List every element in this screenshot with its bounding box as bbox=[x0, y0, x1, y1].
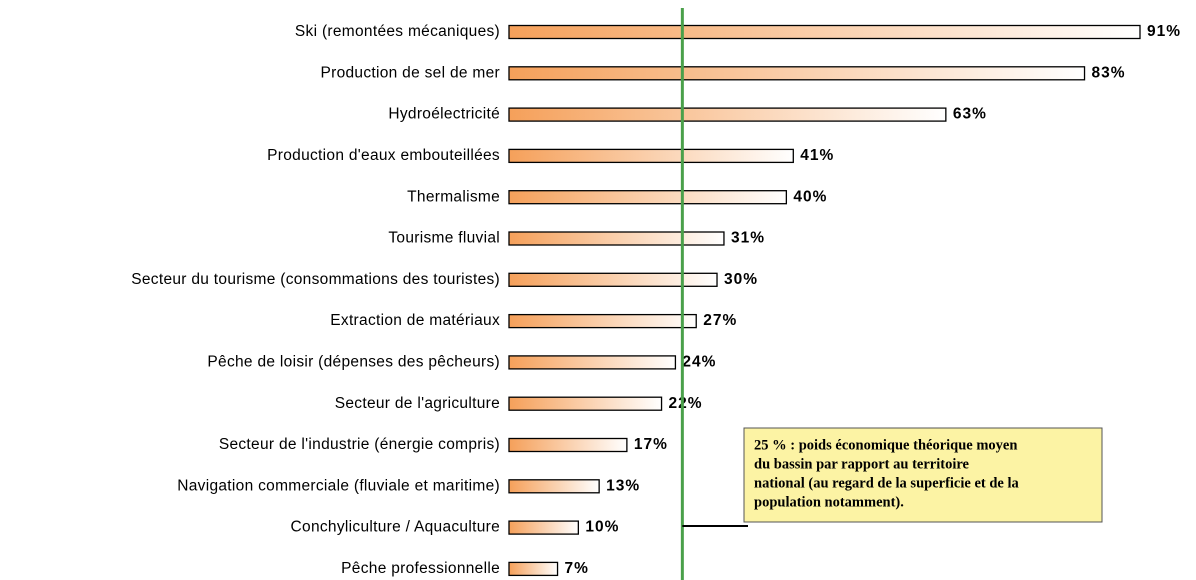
category-label: Tourisme fluvial bbox=[388, 230, 500, 247]
value-label: 63% bbox=[953, 106, 987, 123]
category-label: Hydroélectricité bbox=[388, 106, 500, 123]
value-label: 10% bbox=[585, 519, 619, 536]
value-label: 7% bbox=[565, 560, 589, 577]
value-label: 91% bbox=[1147, 23, 1181, 40]
value-label: 27% bbox=[703, 312, 737, 329]
bar bbox=[508, 231, 725, 246]
value-label: 83% bbox=[1092, 64, 1126, 81]
bar bbox=[508, 190, 788, 205]
value-label: 31% bbox=[731, 230, 765, 247]
bar bbox=[508, 520, 579, 535]
category-label: Secteur de l'agriculture bbox=[335, 395, 500, 412]
value-label: 17% bbox=[634, 436, 668, 453]
bar bbox=[508, 272, 718, 287]
annotation-text: 25 % : poids économique théorique moyen bbox=[754, 437, 1017, 453]
value-label: 30% bbox=[724, 271, 758, 288]
value-label: 41% bbox=[800, 147, 834, 164]
category-label: Pêche professionnelle bbox=[341, 560, 500, 577]
annotation-text: national (au regard de la superficie et … bbox=[754, 475, 1019, 491]
bar bbox=[508, 66, 1086, 81]
bar bbox=[508, 437, 628, 453]
category-label: Thermalisme bbox=[407, 188, 500, 205]
annotation-text: population notamment). bbox=[754, 494, 904, 510]
bar bbox=[508, 107, 947, 122]
category-label: Ski (remontées mécaniques) bbox=[295, 23, 500, 40]
annotation-text: du bassin par rapport au territoire bbox=[754, 456, 970, 472]
category-label: Production de sel de mer bbox=[320, 64, 500, 81]
bar bbox=[508, 148, 794, 164]
bar bbox=[508, 313, 697, 329]
bar bbox=[508, 24, 1141, 40]
category-label: Extraction de matériaux bbox=[330, 312, 500, 329]
annotation-box bbox=[743, 427, 1103, 523]
category-label: Conchyliculture / Aquaculture bbox=[291, 519, 500, 536]
value-label: 24% bbox=[682, 353, 716, 370]
category-label: Production d'eaux embouteillées bbox=[267, 147, 500, 164]
category-label: Pêche de loisir (dépenses des pêcheurs) bbox=[207, 353, 500, 370]
value-label: 13% bbox=[606, 477, 640, 494]
category-label: Secteur de l'industrie (énergie compris) bbox=[219, 436, 500, 453]
bar bbox=[508, 479, 600, 494]
bar bbox=[508, 355, 677, 370]
bar bbox=[508, 561, 559, 577]
value-label: 22% bbox=[669, 395, 703, 412]
bar bbox=[508, 396, 663, 411]
category-label: Navigation commerciale (fluviale et mari… bbox=[177, 477, 500, 494]
value-label: 40% bbox=[793, 188, 827, 205]
category-label: Secteur du tourisme (consommations des t… bbox=[131, 271, 500, 288]
